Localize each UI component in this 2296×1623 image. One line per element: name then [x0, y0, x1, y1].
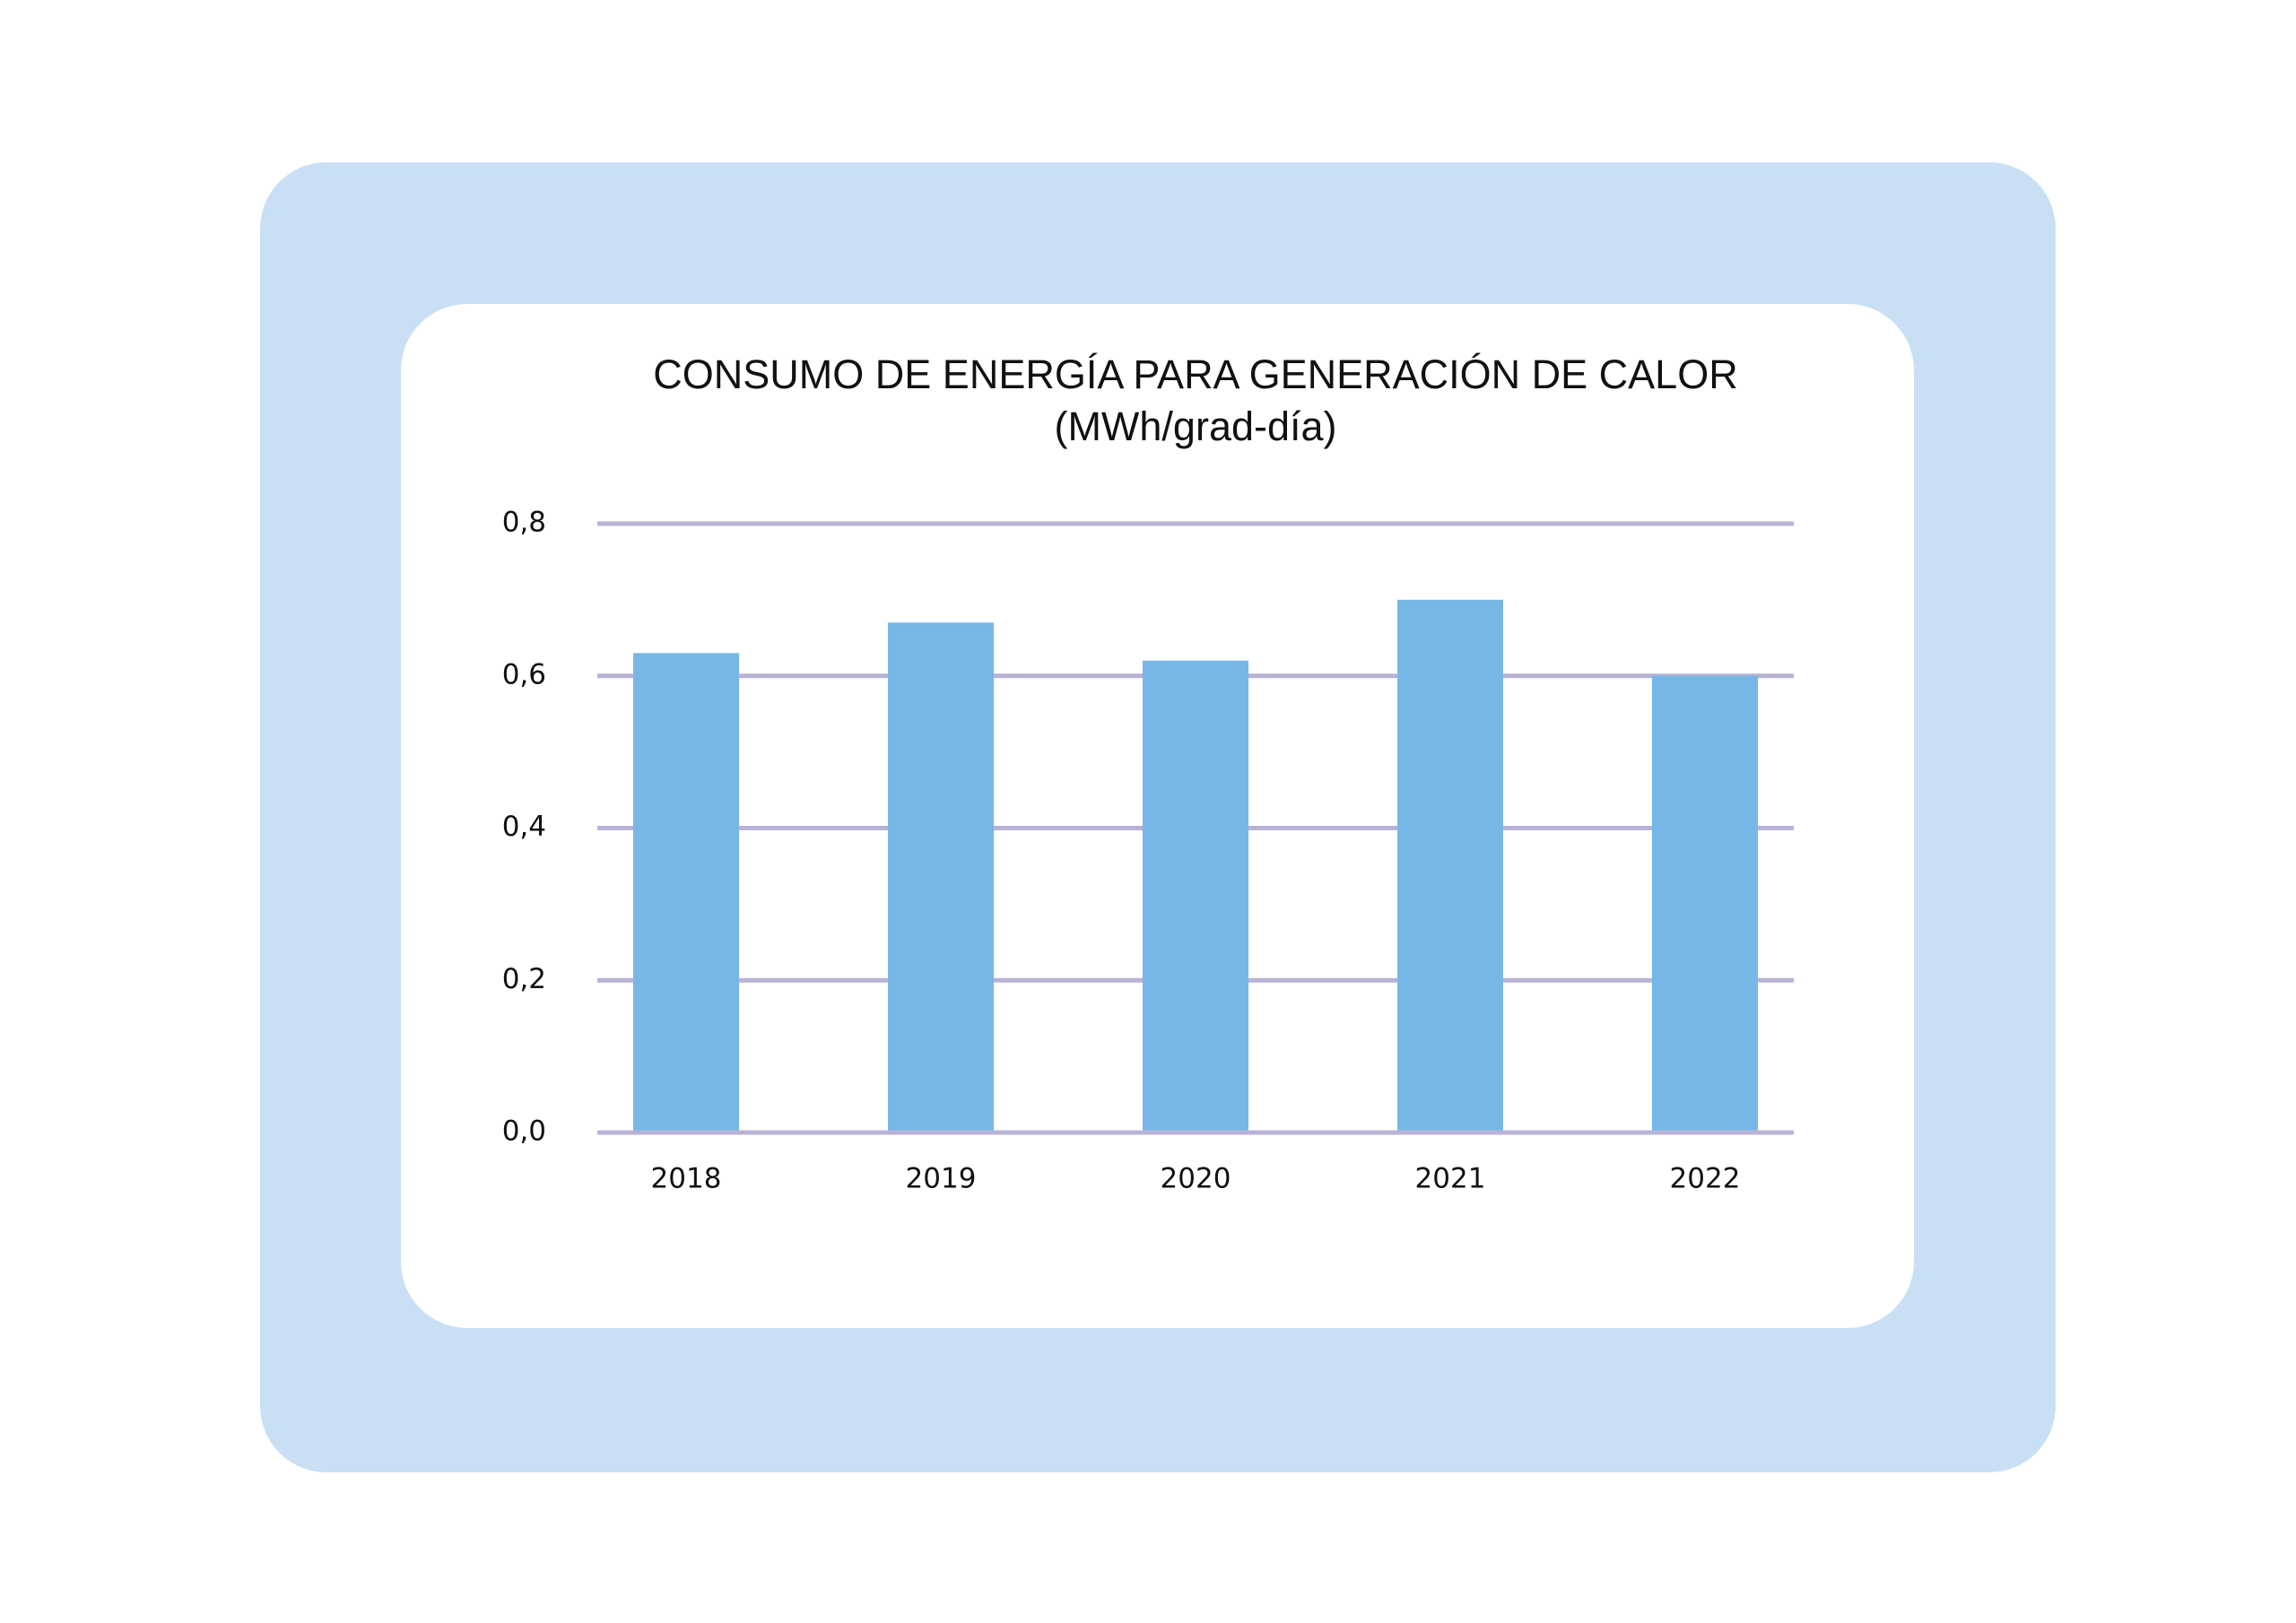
y-tick-label: 0,4 — [502, 811, 546, 843]
x-tick-label: 2018 — [651, 1163, 722, 1195]
bar — [1652, 675, 1758, 1133]
bar — [1143, 660, 1248, 1133]
x-tick-label: 2021 — [1415, 1163, 1486, 1195]
y-tick-label: 0,2 — [502, 963, 546, 995]
bar — [633, 653, 739, 1133]
bars: 2018 2019 2020 2021 2022 — [633, 599, 1758, 1195]
chart-title: CONSUMO DE ENERGÍA PARA GENERACIÓN DE CA… — [653, 352, 1737, 397]
y-tick-label: 0,8 — [502, 507, 546, 539]
y-tick-label: 0,6 — [502, 658, 546, 690]
x-tick-label: 2019 — [906, 1163, 977, 1195]
chart-subtitle: (MWh/grad-día) — [1054, 404, 1336, 449]
bar — [888, 622, 994, 1133]
x-tick-label: 2020 — [1161, 1163, 1231, 1195]
y-tick-label: 0,0 — [502, 1115, 546, 1148]
bar — [1397, 599, 1503, 1133]
x-tick-label: 2022 — [1670, 1163, 1741, 1195]
